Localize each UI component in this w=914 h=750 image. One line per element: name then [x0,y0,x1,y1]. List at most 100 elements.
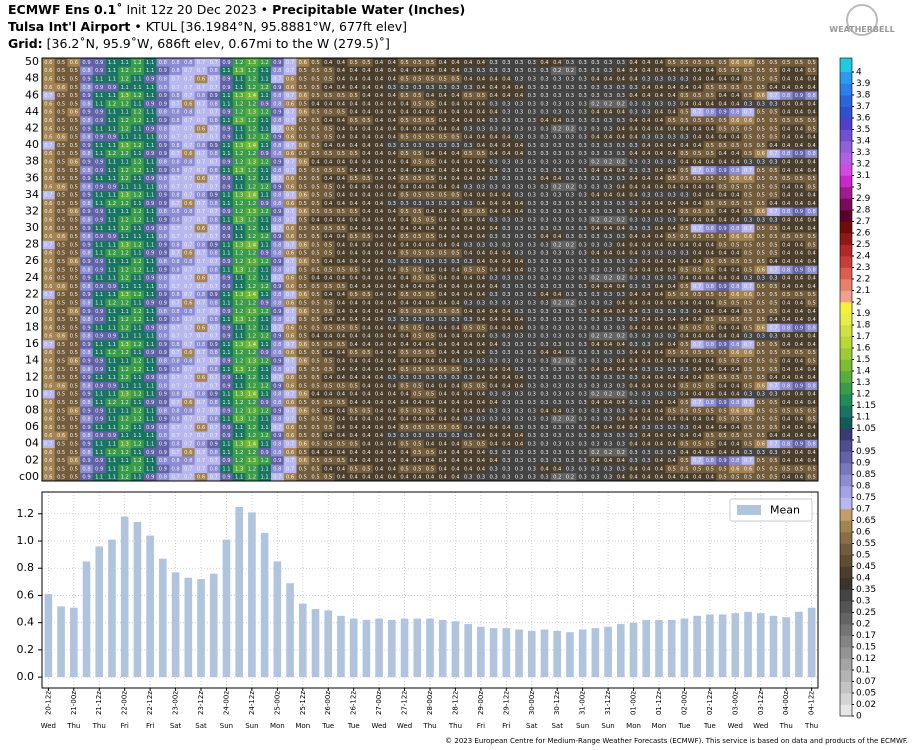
cell-label: 0.3 [553,309,561,315]
cell-label: 0.3 [591,466,599,472]
title-init: Init 12z 20 Dec 2023 • [126,2,268,17]
heatmap-cell [181,340,195,349]
cell-label: 1.2 [133,342,141,348]
cell-label: 0.5 [70,276,78,282]
heatmap-cell [601,373,615,382]
cell-label: 0.3 [515,251,523,257]
heatmap-cell [360,398,374,407]
heatmap-cell [309,340,323,349]
heatmap-cell [525,398,539,407]
cell-label: 0.7 [744,226,752,232]
cell-label: 0.4 [350,375,359,381]
cell-label: 0.4 [362,325,371,331]
heatmap-cell [156,447,170,457]
heatmap-cell [792,464,806,474]
cell-label: 0.4 [655,209,664,215]
heatmap-cell [461,373,475,382]
cell-label: 0.3 [515,408,523,414]
cell-label: 0.6 [731,292,739,298]
heatmap-cell [499,406,513,415]
heatmap-cell [665,348,679,357]
heatmap-cell [105,439,119,449]
cell-label: 0.4 [426,325,435,331]
cell-label: 0.3 [629,392,637,398]
cell-label: 1.1 [121,309,129,315]
cell-label: 0.8 [82,367,90,373]
cell-label: 0.8 [210,267,218,273]
heatmap-cell [614,306,628,316]
heatmap-cell [334,364,348,374]
heatmap-cell [283,298,297,308]
cell-label: 0.8 [171,242,179,248]
cell-label: 0.4 [680,218,689,224]
cell-label: 0.3 [540,251,548,257]
heatmap-cell [232,431,246,440]
cell-label: 0.7 [171,276,179,282]
cell-label: 0.5 [311,350,319,356]
cell-label: 0.5 [782,350,790,356]
cell-label: 0.4 [362,276,371,282]
cell-label: 1.1 [222,267,230,273]
cell-label: 0.4 [451,218,460,224]
heatmap-cell [525,348,539,357]
cell-label: 1.1 [146,193,154,199]
cell-label: 0.3 [528,168,536,174]
heatmap-cell [372,340,386,349]
cell-label: 0.4 [413,184,422,190]
cell-label: 0.3 [642,159,650,165]
heatmap-cell [754,306,768,316]
cell-label: 0.4 [680,184,689,190]
cell-label: 0.7 [769,267,777,273]
cell-label: 1.4 [248,242,257,248]
heatmap-cell [169,431,183,440]
cell-label: 0.4 [629,267,638,273]
cell-label: 0.4 [400,168,409,174]
cell-label: 0.4 [668,475,677,481]
cell-label: 0.6 [299,342,307,348]
heatmap-cell [258,472,272,482]
heatmap-cell [703,414,717,424]
heatmap-cell [525,373,539,382]
cell-label: 0.4 [451,267,460,273]
heatmap-cell [639,398,653,407]
cell-label: 1.1 [146,292,154,298]
cell-label: 0.8 [184,408,192,414]
heatmap-cell [449,472,463,482]
heatmap-cell [92,364,106,374]
cell-label: 0.4 [362,242,371,248]
heatmap-cell [652,348,666,357]
cell-label: 0.5 [757,342,765,348]
cell-label: 0.4 [426,417,435,423]
heatmap-cell [538,414,552,424]
cell-label: 0.4 [388,193,397,199]
cell-label: 0.3 [591,184,599,190]
cell-label: 0.5 [795,176,803,182]
cell-label: 0.2 [604,276,612,282]
cell-label: 0.4 [388,350,397,356]
heatmap-cell [767,447,781,457]
cell-label: 0.4 [629,408,638,414]
cell-label: 0.6 [299,209,307,215]
cell-label: 1.2 [133,218,141,224]
cell-label: 0.9 [82,458,90,464]
cell-label: 0.3 [451,433,459,439]
heatmap-cell [423,414,437,424]
cell-label: 0.3 [528,400,536,406]
cell-label: 1.1 [146,458,154,464]
cell-label: 1.2 [248,218,256,224]
heatmap-cell [296,381,310,391]
cell-label: 0.6 [57,184,65,190]
cell-label: 0.3 [604,151,612,157]
cell-label: 0.4 [350,317,359,323]
cell-label: 0.4 [375,276,384,282]
heatmap-cell [283,381,297,391]
cell-label: 0.3 [400,201,408,207]
cell-label: 0.5 [808,408,816,414]
heatmap-cell [169,389,183,399]
heatmap-cell [589,340,603,349]
cell-label: 1.1 [95,276,103,282]
cell-label: 0.7 [197,317,205,323]
heatmap-cell [321,398,335,407]
cell-label: 0.4 [489,309,498,315]
cell-label: 0.3 [668,159,676,165]
